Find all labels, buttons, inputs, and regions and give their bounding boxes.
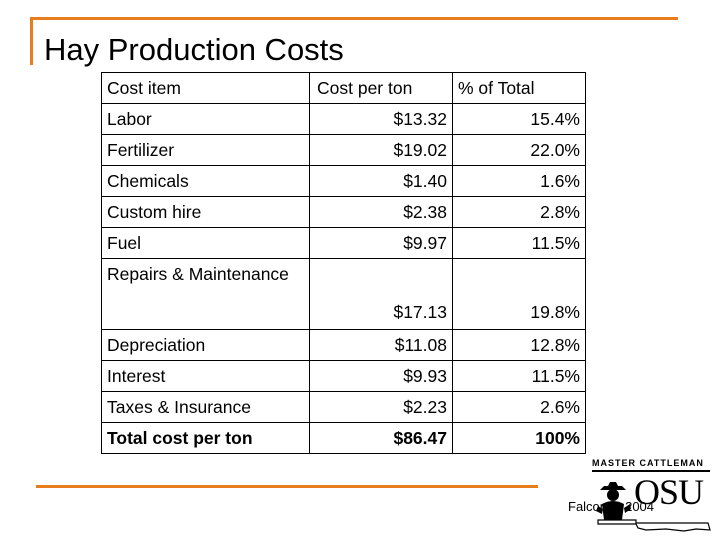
logo-divider xyxy=(592,470,710,472)
row-pct: 19.8% xyxy=(452,258,586,330)
row-item: Chemicals xyxy=(101,165,310,197)
cost-table: Cost item Cost per ton % of Total Labor … xyxy=(101,72,586,454)
row-cost: $11.08 xyxy=(309,329,453,361)
header-cost-item: Cost item xyxy=(101,72,310,104)
row-cost: $9.93 xyxy=(309,360,453,392)
table-row: Custom hire $2.38 2.8% xyxy=(101,196,586,228)
table-header-row: Cost item Cost per ton % of Total xyxy=(101,72,586,104)
title-rule-left xyxy=(30,17,33,65)
row-item: Depreciation xyxy=(101,329,310,361)
footer-rule xyxy=(36,485,538,488)
row-pct: 11.5% xyxy=(452,360,586,392)
row-cost: $13.32 xyxy=(309,103,453,135)
header-cost-per-ton: Cost per ton xyxy=(309,72,453,104)
row-pct: 12.8% xyxy=(452,329,586,361)
row-cost: $1.40 xyxy=(309,165,453,197)
table-row: Taxes & Insurance $2.23 2.6% xyxy=(101,391,586,423)
source-credit: Falconer, 2004 xyxy=(568,499,655,514)
logo-top-text: MASTER CATTLEMAN xyxy=(592,458,704,468)
header-percent-total: % of Total xyxy=(452,72,586,104)
row-item: Repairs & Maintenance xyxy=(101,258,310,330)
master-cattleman-osu-logo: MASTER CATTLEMAN OSU xyxy=(592,458,714,534)
table-row: Fertilizer $19.02 22.0% xyxy=(101,134,586,166)
table-row: Chemicals $1.40 1.6% xyxy=(101,165,586,197)
slide-title: Hay Production Costs xyxy=(44,32,344,67)
row-item: Fuel xyxy=(101,227,310,259)
cowboy-icon xyxy=(596,482,631,520)
row-pct: 1.6% xyxy=(452,165,586,197)
table-row: Depreciation $11.08 12.8% xyxy=(101,329,586,361)
table-row: Repairs & Maintenance $17.13 19.8% xyxy=(101,258,586,330)
row-cost: $19.02 xyxy=(309,134,453,166)
total-item: Total cost per ton xyxy=(101,422,310,454)
row-item: Labor xyxy=(101,103,310,135)
row-cost: $2.38 xyxy=(309,196,453,228)
table-row: Interest $9.93 11.5% xyxy=(101,360,586,392)
row-cost: $2.23 xyxy=(309,391,453,423)
logo-osu-text: OSU xyxy=(634,472,704,512)
table-total-row: Total cost per ton $86.47 100% xyxy=(101,422,586,454)
row-item: Custom hire xyxy=(101,196,310,228)
row-item: Taxes & Insurance xyxy=(101,391,310,423)
row-item: Fertilizer xyxy=(101,134,310,166)
row-pct: 15.4% xyxy=(452,103,586,135)
oklahoma-state-icon xyxy=(597,519,711,532)
total-cost: $86.47 xyxy=(309,422,453,454)
table-row: Fuel $9.97 11.5% xyxy=(101,227,586,259)
row-pct: 2.6% xyxy=(452,391,586,423)
title-rule-top xyxy=(30,17,678,20)
row-pct: 11.5% xyxy=(452,227,586,259)
row-pct: 22.0% xyxy=(452,134,586,166)
total-pct: 100% xyxy=(452,422,586,454)
row-pct: 2.8% xyxy=(452,196,586,228)
table-row: Labor $13.32 15.4% xyxy=(101,103,586,135)
row-cost: $17.13 xyxy=(309,258,453,330)
row-cost: $9.97 xyxy=(309,227,453,259)
row-item: Interest xyxy=(101,360,310,392)
